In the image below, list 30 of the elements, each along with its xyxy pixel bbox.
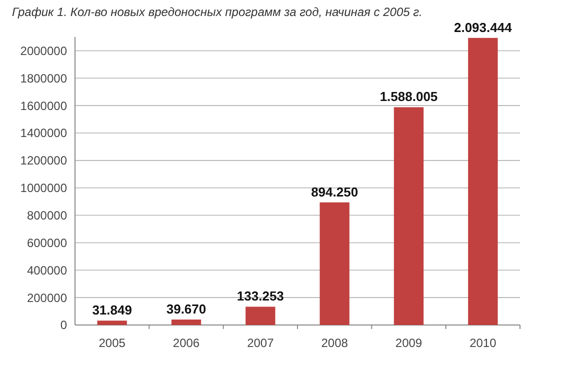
bar: [246, 306, 276, 325]
data-label: 1.588.005: [380, 89, 438, 104]
x-tick-label: 2009: [395, 336, 422, 350]
x-tick-label: 2006: [172, 336, 200, 350]
bar: [171, 320, 202, 325]
bar: [394, 107, 424, 325]
data-label: 31.849: [92, 302, 132, 318]
data-label: 894.250: [311, 184, 358, 200]
data-label: 133.253: [236, 288, 284, 304]
x-tick-label: 2007: [247, 336, 274, 350]
y-tick-label: 400000: [26, 263, 68, 278]
x-tick-label: 2008: [321, 336, 348, 350]
bar: [97, 320, 127, 325]
y-tick-label: 1800000: [20, 71, 68, 86]
data-label: 2.093.444: [454, 20, 513, 35]
y-tick-label: 1000000: [20, 181, 68, 196]
bar: [468, 38, 498, 325]
y-tick-label: 1200000: [20, 154, 68, 168]
x-tick-label: 2010: [470, 336, 497, 350]
y-tick-label: 1600000: [20, 98, 68, 113]
data-label: 39.670: [166, 302, 206, 317]
y-tick-label: 0: [60, 318, 68, 332]
y-tick-label: 800000: [26, 208, 68, 222]
x-tick-label: 2005: [98, 336, 126, 350]
chart-title: График 1. Кол-во новых вредоносных программ за год, начиная с 2005 г.: [12, 5, 422, 19]
y-tick-label: 1400000: [20, 126, 68, 140]
y-tick-label: 2000000: [20, 44, 68, 58]
y-tick-label: 200000: [26, 290, 68, 305]
bar: [320, 202, 350, 325]
y-tick-label: 600000: [26, 236, 68, 250]
